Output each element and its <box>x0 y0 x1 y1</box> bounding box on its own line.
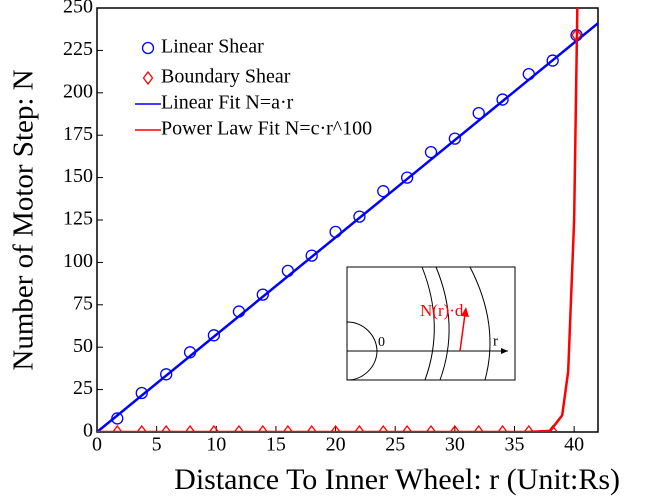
fit-line <box>97 8 579 432</box>
diamond-marker <box>425 424 437 432</box>
diamond-marker <box>184 424 196 432</box>
diamond-marker <box>449 424 461 432</box>
circle-marker <box>281 264 295 278</box>
diamond-marker <box>111 424 123 432</box>
inset-label: r <box>493 333 498 349</box>
y-tick-label: 250 <box>63 0 93 18</box>
circle-marker <box>183 346 197 359</box>
diamond-marker <box>401 424 413 432</box>
x-tick-label: 15 <box>266 434 286 456</box>
y-tick-label: 125 <box>63 208 93 230</box>
circle-marker <box>522 67 535 81</box>
y-tick-label: 0 <box>83 420 93 442</box>
circle-marker <box>424 146 438 159</box>
diamond-marker <box>282 424 294 432</box>
y-tick-label: 150 <box>63 165 93 187</box>
x-tick-label: 30 <box>445 434 465 456</box>
circle-marker <box>135 386 148 400</box>
circle-marker <box>400 171 414 184</box>
circle-marker <box>377 185 390 198</box>
y-tick-label: 225 <box>63 38 93 60</box>
circle-marker <box>546 54 559 67</box>
circle-marker <box>496 93 509 106</box>
y-tick-label: 175 <box>63 123 93 145</box>
circle-marker <box>329 225 342 239</box>
circle-marker <box>472 107 485 120</box>
x-axis-title: Distance To Inner Wheel: r (Unit:Rs) <box>174 463 620 496</box>
y-tick-label: 25 <box>73 377 93 399</box>
legend-label: Linear Shear <box>161 36 264 58</box>
diamond-marker <box>136 424 148 432</box>
diamond-marker <box>160 424 172 432</box>
circle-marker <box>207 329 221 342</box>
arrowhead <box>461 307 469 317</box>
circle-marker <box>160 368 173 381</box>
x-tick-label: 25 <box>385 434 405 456</box>
inner-wheel <box>346 321 378 381</box>
inset-frame <box>346 266 516 381</box>
circle-marker <box>111 412 124 425</box>
circle-marker <box>305 249 318 262</box>
arc <box>435 266 450 381</box>
y-tick-label: 75 <box>73 292 93 314</box>
diamond-marker <box>208 424 220 432</box>
legend: Linear Shear Boundary Shear Linear Fit N=a… <box>135 36 372 140</box>
x-tick-label: 20 <box>326 434 346 456</box>
y-tick-label: 200 <box>63 80 93 102</box>
y-tick-label: 100 <box>63 250 93 272</box>
arc <box>469 266 491 381</box>
diamond-marker <box>257 424 269 432</box>
diamond-marker <box>233 424 245 432</box>
legend-label: Power Law Fit N=c·r^100 <box>161 118 372 140</box>
n-arrow <box>459 313 466 352</box>
circle-marker <box>448 132 462 145</box>
inset-label: N(r)·d <box>420 301 464 320</box>
inset-diagram: 0 N(r)·d r <box>346 266 516 381</box>
x-tick-label: 0 <box>92 434 102 456</box>
plot-area <box>97 8 598 432</box>
arc <box>421 266 435 381</box>
x-tick-label: 40 <box>564 434 584 456</box>
inset-label: 0 <box>378 335 385 350</box>
x-tick-label: 35 <box>505 434 525 456</box>
diamond-marker <box>523 424 535 432</box>
circle-marker <box>256 288 269 301</box>
diamond-marker <box>142 70 154 86</box>
legend-label: Linear Fit N=a·r <box>161 92 294 114</box>
fit-line <box>97 22 598 432</box>
diamond-marker <box>306 424 318 432</box>
circle-marker <box>353 210 366 223</box>
y-tick-label: 50 <box>73 335 93 357</box>
legend-label: Boundary Shear <box>161 66 291 88</box>
diamond-marker <box>473 424 485 432</box>
y-axis-title: Number of Motor Step: N <box>8 69 40 370</box>
x-tick-label: 10 <box>206 434 226 456</box>
diamond-marker <box>571 28 582 43</box>
x-tick-label: 5 <box>152 434 162 456</box>
circle-marker <box>232 305 246 318</box>
diamond-marker <box>377 424 389 432</box>
arrowhead <box>501 348 508 354</box>
diamond-marker <box>497 424 508 432</box>
diamond-marker <box>547 424 558 432</box>
circle-marker <box>141 41 155 55</box>
diamond-marker <box>330 424 341 432</box>
diamond-marker <box>354 424 365 432</box>
